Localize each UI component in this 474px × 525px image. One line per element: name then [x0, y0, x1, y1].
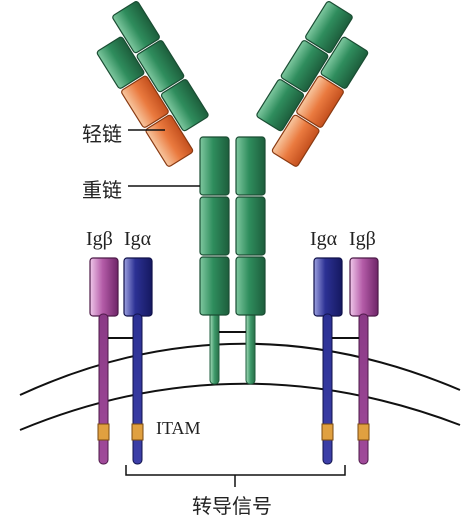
light-chain-constant-right-2 [271, 114, 320, 167]
membrane-outer-line [19, 342, 461, 396]
ig-alpha-right [313, 257, 343, 465]
heavy-chain-tails [209, 311, 256, 385]
signal-label: 转导信号 [192, 494, 272, 518]
ig-alpha-left [123, 257, 153, 465]
heavy-chain-label: 重链 [82, 178, 122, 202]
light-chain-constant-left-1 [121, 75, 169, 128]
heavy-chain-left [199, 136, 230, 316]
fab-arm-right [256, 1, 369, 167]
light-chain-label: 轻链 [82, 122, 122, 146]
ig-beta-left-label: Igβ [86, 228, 113, 250]
itam-label: ITAM [156, 418, 201, 438]
itam-left-alpha [131, 423, 144, 441]
itam-right-alpha [321, 423, 334, 441]
ig-alpha-left-label: Igα [124, 228, 152, 250]
fab-arm-left [96, 1, 209, 167]
itam-right-beta [357, 423, 370, 441]
light-chain-variable-left [96, 36, 145, 89]
ig-beta-right [349, 257, 379, 465]
heavy-chain-right [235, 136, 266, 316]
ig-alpha-right-label: Igα [310, 228, 338, 250]
light-chain-variable-right [320, 36, 369, 89]
ig-beta-right-label: Igβ [349, 228, 376, 250]
itam-left-beta [97, 423, 110, 441]
light-chain-constant-left-2 [145, 114, 194, 167]
membrane-inner-line [19, 382, 461, 431]
signal-bracket [125, 465, 346, 487]
cell-membrane [19, 342, 461, 431]
light-chain-constant-right-1 [296, 75, 344, 128]
ig-beta-left [89, 257, 119, 465]
